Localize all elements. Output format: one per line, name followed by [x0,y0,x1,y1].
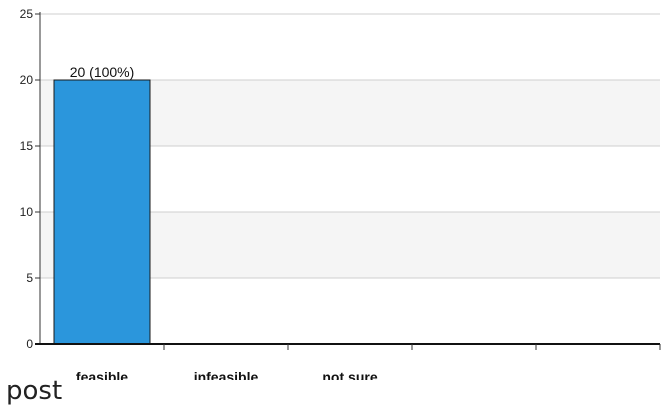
bar-feasible [53,79,151,345]
axes [35,12,661,350]
y-tick-label: 15 [20,139,34,153]
y-tick-labels: 0 5 10 15 20 25 [20,7,34,351]
y-tick-label: 5 [26,271,33,285]
data-labels: 20 (100%) [70,64,135,80]
y-tick-label: 25 [20,7,34,21]
caption-text: post [6,376,63,406]
data-label: 20 (100%) [70,64,135,80]
bars [53,79,151,345]
x-category-label: not sure [322,369,377,380]
x-category-label: feasible [76,369,128,380]
y-tick-label: 20 [20,73,34,87]
y-tick-label: 0 [26,337,33,351]
bar-chart: 0 5 10 15 20 25 feasible infeasible not sure 20… [20,7,661,380]
x-category-labels: feasible infeasible not sure [76,369,378,380]
x-category-label: infeasible [194,369,259,380]
y-tick-label: 10 [20,205,34,219]
